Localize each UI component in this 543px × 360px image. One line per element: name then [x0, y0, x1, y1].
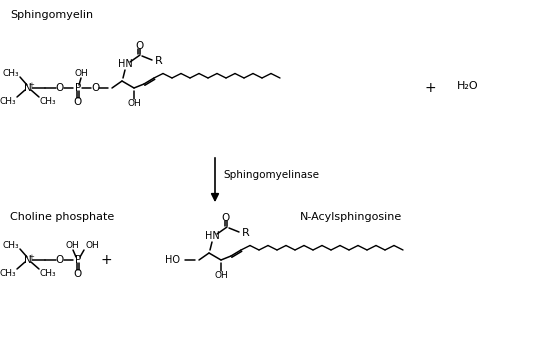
- Text: OH: OH: [127, 99, 141, 108]
- Text: OH: OH: [214, 271, 228, 280]
- Text: Choline phosphate: Choline phosphate: [10, 212, 114, 222]
- Text: O: O: [56, 255, 64, 265]
- Text: CH₃: CH₃: [40, 96, 56, 105]
- Text: CH₃: CH₃: [40, 269, 56, 278]
- Text: H₂O: H₂O: [457, 81, 479, 91]
- Text: R: R: [242, 228, 250, 238]
- Text: HO: HO: [165, 255, 180, 265]
- Text: OH: OH: [65, 240, 79, 249]
- Text: CH₃: CH₃: [2, 68, 19, 77]
- Text: N: N: [24, 255, 32, 265]
- Text: HN: HN: [118, 59, 132, 69]
- Text: O: O: [74, 269, 82, 279]
- Text: Sphingomyelinase: Sphingomyelinase: [223, 170, 319, 180]
- Text: HN: HN: [205, 231, 219, 241]
- Text: +: +: [100, 253, 112, 267]
- Text: Sphingomyelin: Sphingomyelin: [10, 10, 93, 20]
- Text: OH: OH: [74, 68, 88, 77]
- Text: CH₃: CH₃: [0, 96, 16, 105]
- Text: N-Acylsphingosine: N-Acylsphingosine: [300, 212, 402, 222]
- Text: P: P: [75, 255, 81, 265]
- Text: P: P: [75, 83, 81, 93]
- Text: O: O: [56, 83, 64, 93]
- Text: +: +: [424, 81, 436, 95]
- Text: +: +: [29, 82, 34, 88]
- Text: R: R: [155, 56, 163, 66]
- Text: OH: OH: [86, 240, 100, 249]
- Text: CH₃: CH₃: [0, 269, 16, 278]
- Text: O: O: [74, 97, 82, 107]
- Text: N: N: [24, 83, 32, 93]
- Text: +: +: [29, 254, 34, 260]
- Text: O: O: [135, 41, 143, 51]
- Text: CH₃: CH₃: [2, 240, 19, 249]
- Text: O: O: [222, 213, 230, 223]
- Text: O: O: [91, 83, 99, 93]
